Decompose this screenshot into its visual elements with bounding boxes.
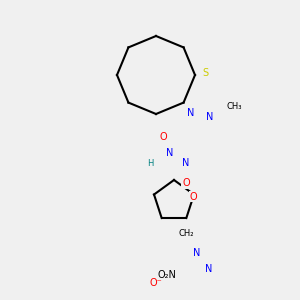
Text: O: O [190,191,197,202]
Text: O: O [182,178,190,188]
Text: CH₃: CH₃ [226,102,242,111]
Text: N: N [166,148,173,158]
Text: CH₂: CH₂ [178,230,194,238]
Text: N: N [193,248,200,259]
Text: O⁻: O⁻ [150,278,162,289]
Text: H: H [147,159,153,168]
Text: O: O [160,131,167,142]
Text: N: N [182,158,190,169]
Text: N: N [205,263,212,274]
Text: S: S [202,68,208,79]
Text: O₂N: O₂N [157,269,176,280]
Text: N: N [206,112,214,122]
Text: N: N [187,107,194,118]
